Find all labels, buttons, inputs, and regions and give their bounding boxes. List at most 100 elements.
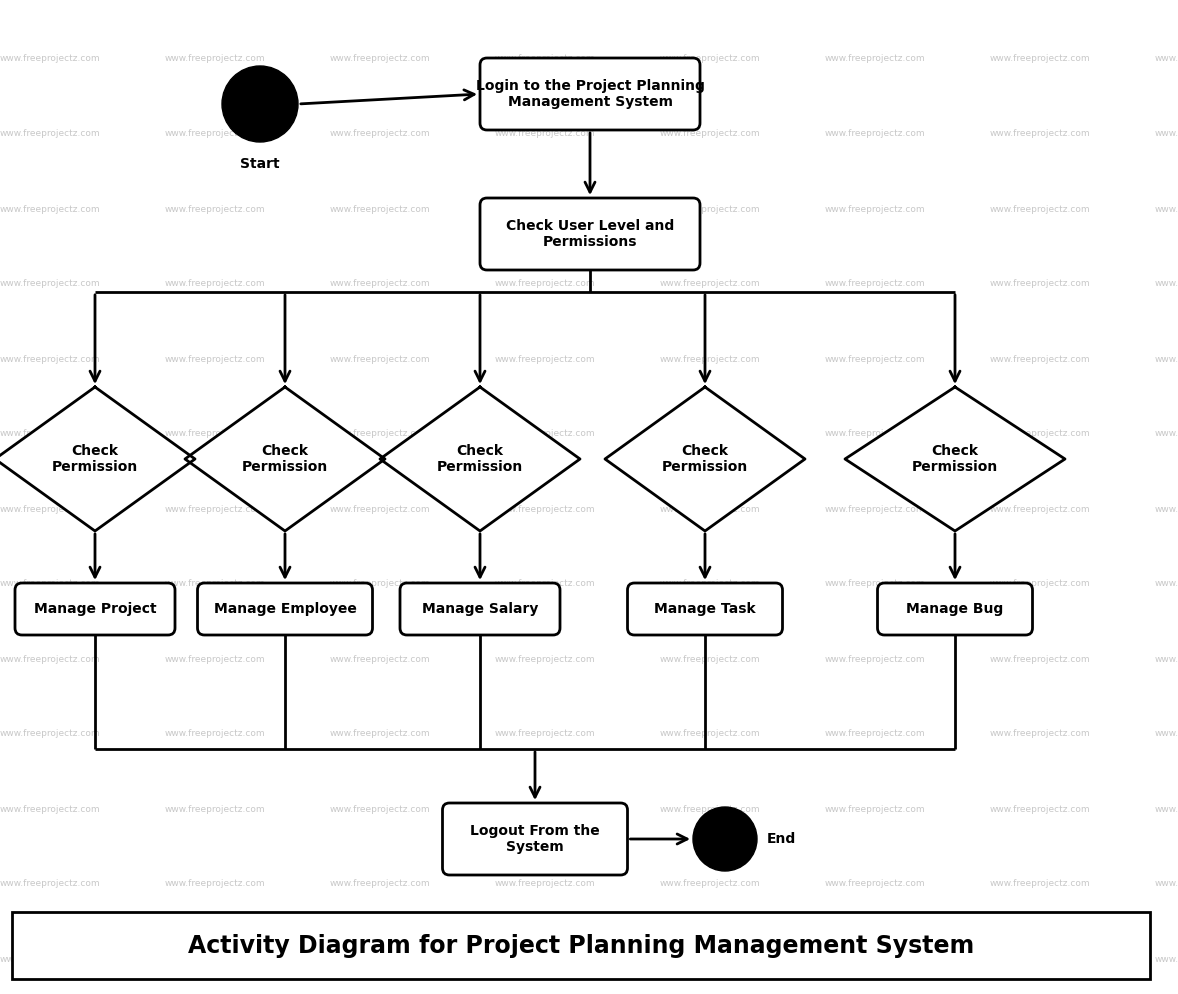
- Text: Manage Project: Manage Project: [34, 602, 157, 616]
- Text: www.freeprojectz.com: www.freeprojectz.com: [990, 580, 1091, 588]
- Text: www.freeprojectz.com: www.freeprojectz.com: [495, 654, 596, 664]
- Text: www.freeprojectz.com: www.freeprojectz.com: [165, 804, 265, 813]
- Text: www.freeprojectz.com: www.freeprojectz.com: [990, 880, 1091, 889]
- Text: www.freeprojectz.com: www.freeprojectz.com: [0, 205, 100, 214]
- Text: www.freeprojectz.com: www.freeprojectz.com: [990, 730, 1091, 739]
- Text: www.freeprojectz.com: www.freeprojectz.com: [165, 580, 265, 588]
- Text: www.freeprojectz.com: www.freeprojectz.com: [0, 355, 100, 364]
- Text: www.freeprojectz.com: www.freeprojectz.com: [825, 55, 926, 64]
- Text: www.freeprojectz.com: www.freeprojectz.com: [0, 429, 100, 438]
- Text: www.freeprojectz.com: www.freeprojectz.com: [825, 355, 926, 364]
- Text: www.freeprojectz.com: www.freeprojectz.com: [165, 205, 265, 214]
- Text: www.freeprojectz.com: www.freeprojectz.com: [990, 429, 1091, 438]
- Text: www.freeprojectz.com: www.freeprojectz.com: [165, 55, 265, 64]
- Text: www.freeprojectz.com: www.freeprojectz.com: [165, 355, 265, 364]
- Text: End: End: [767, 832, 796, 846]
- Text: www.freeprojectz.com: www.freeprojectz.com: [330, 954, 431, 963]
- Text: www.freeprojectz.com: www.freeprojectz.com: [495, 355, 596, 364]
- Text: www.freeprojectz.com: www.freeprojectz.com: [495, 880, 596, 889]
- Text: www.freeprojectz.com: www.freeprojectz.com: [330, 355, 431, 364]
- Text: www.freeprojectz.com: www.freeprojectz.com: [495, 279, 596, 288]
- Text: Login to the Project Planning
Management System: Login to the Project Planning Management…: [476, 79, 704, 109]
- Text: www.freeprojectz.com: www.freeprojectz.com: [0, 654, 100, 664]
- Text: www.freeprojectz.com: www.freeprojectz.com: [825, 580, 926, 588]
- Text: www.freeprojectz.com: www.freeprojectz.com: [990, 355, 1091, 364]
- Text: www.freeprojectz.com: www.freeprojectz.com: [1154, 279, 1178, 288]
- Text: www.freeprojectz.com: www.freeprojectz.com: [990, 279, 1091, 288]
- Polygon shape: [380, 387, 580, 531]
- Text: Logout From the
System: Logout From the System: [470, 824, 600, 854]
- FancyBboxPatch shape: [443, 803, 628, 875]
- Text: www.freeprojectz.com: www.freeprojectz.com: [330, 505, 431, 514]
- Text: www.freeprojectz.com: www.freeprojectz.com: [495, 429, 596, 438]
- Text: www.freeprojectz.com: www.freeprojectz.com: [330, 880, 431, 889]
- Text: www.freeprojectz.com: www.freeprojectz.com: [825, 205, 926, 214]
- Text: www.freeprojectz.com: www.freeprojectz.com: [330, 429, 431, 438]
- Text: www.freeprojectz.com: www.freeprojectz.com: [0, 129, 100, 138]
- Text: www.freeprojectz.com: www.freeprojectz.com: [1154, 129, 1178, 138]
- FancyBboxPatch shape: [479, 58, 700, 130]
- Text: www.freeprojectz.com: www.freeprojectz.com: [495, 580, 596, 588]
- Text: www.freeprojectz.com: www.freeprojectz.com: [1154, 505, 1178, 514]
- Text: www.freeprojectz.com: www.freeprojectz.com: [0, 880, 100, 889]
- Text: www.freeprojectz.com: www.freeprojectz.com: [660, 55, 761, 64]
- Text: www.freeprojectz.com: www.freeprojectz.com: [660, 355, 761, 364]
- Text: Activity Diagram for Project Planning Management System: Activity Diagram for Project Planning Ma…: [187, 933, 974, 957]
- Text: www.freeprojectz.com: www.freeprojectz.com: [1154, 654, 1178, 664]
- Text: www.freeprojectz.com: www.freeprojectz.com: [495, 55, 596, 64]
- Text: www.freeprojectz.com: www.freeprojectz.com: [1154, 954, 1178, 963]
- FancyBboxPatch shape: [12, 912, 1150, 979]
- Text: www.freeprojectz.com: www.freeprojectz.com: [165, 730, 265, 739]
- Text: Check
Permission: Check Permission: [52, 444, 138, 474]
- Text: www.freeprojectz.com: www.freeprojectz.com: [990, 804, 1091, 813]
- Circle shape: [693, 807, 757, 871]
- Text: www.freeprojectz.com: www.freeprojectz.com: [495, 804, 596, 813]
- Text: www.freeprojectz.com: www.freeprojectz.com: [1154, 804, 1178, 813]
- Text: www.freeprojectz.com: www.freeprojectz.com: [0, 580, 100, 588]
- Text: www.freeprojectz.com: www.freeprojectz.com: [660, 880, 761, 889]
- Text: www.freeprojectz.com: www.freeprojectz.com: [330, 205, 431, 214]
- Text: www.freeprojectz.com: www.freeprojectz.com: [330, 654, 431, 664]
- Text: Check
Permission: Check Permission: [241, 444, 329, 474]
- Text: www.freeprojectz.com: www.freeprojectz.com: [165, 880, 265, 889]
- Polygon shape: [185, 387, 385, 531]
- Text: www.freeprojectz.com: www.freeprojectz.com: [825, 129, 926, 138]
- Text: www.freeprojectz.com: www.freeprojectz.com: [660, 505, 761, 514]
- Text: www.freeprojectz.com: www.freeprojectz.com: [660, 129, 761, 138]
- Text: www.freeprojectz.com: www.freeprojectz.com: [825, 279, 926, 288]
- Text: www.freeprojectz.com: www.freeprojectz.com: [495, 129, 596, 138]
- Text: www.freeprojectz.com: www.freeprojectz.com: [330, 279, 431, 288]
- Text: www.freeprojectz.com: www.freeprojectz.com: [330, 804, 431, 813]
- Text: www.freeprojectz.com: www.freeprojectz.com: [990, 654, 1091, 664]
- Text: www.freeprojectz.com: www.freeprojectz.com: [825, 880, 926, 889]
- Text: www.freeprojectz.com: www.freeprojectz.com: [165, 129, 265, 138]
- Text: Check
Permission: Check Permission: [662, 444, 748, 474]
- Text: www.freeprojectz.com: www.freeprojectz.com: [165, 654, 265, 664]
- Text: www.freeprojectz.com: www.freeprojectz.com: [990, 954, 1091, 963]
- Text: www.freeprojectz.com: www.freeprojectz.com: [825, 730, 926, 739]
- Text: www.freeprojectz.com: www.freeprojectz.com: [990, 205, 1091, 214]
- Text: www.freeprojectz.com: www.freeprojectz.com: [0, 279, 100, 288]
- Text: Manage Task: Manage Task: [654, 602, 756, 616]
- Text: www.freeprojectz.com: www.freeprojectz.com: [825, 804, 926, 813]
- Text: Manage Employee: Manage Employee: [213, 602, 357, 616]
- FancyBboxPatch shape: [878, 583, 1032, 635]
- Text: www.freeprojectz.com: www.freeprojectz.com: [660, 580, 761, 588]
- Text: www.freeprojectz.com: www.freeprojectz.com: [1154, 730, 1178, 739]
- Text: www.freeprojectz.com: www.freeprojectz.com: [990, 505, 1091, 514]
- Text: www.freeprojectz.com: www.freeprojectz.com: [0, 954, 100, 963]
- Text: www.freeprojectz.com: www.freeprojectz.com: [660, 954, 761, 963]
- Text: www.freeprojectz.com: www.freeprojectz.com: [0, 730, 100, 739]
- Text: www.freeprojectz.com: www.freeprojectz.com: [495, 505, 596, 514]
- Text: Check
Permission: Check Permission: [912, 444, 998, 474]
- Text: www.freeprojectz.com: www.freeprojectz.com: [165, 505, 265, 514]
- Text: www.freeprojectz.com: www.freeprojectz.com: [660, 205, 761, 214]
- Text: www.freeprojectz.com: www.freeprojectz.com: [495, 954, 596, 963]
- Polygon shape: [0, 387, 196, 531]
- Text: Start: Start: [240, 157, 280, 171]
- Text: www.freeprojectz.com: www.freeprojectz.com: [825, 654, 926, 664]
- Text: www.freeprojectz.com: www.freeprojectz.com: [825, 505, 926, 514]
- Text: www.freeprojectz.com: www.freeprojectz.com: [1154, 580, 1178, 588]
- Polygon shape: [845, 387, 1065, 531]
- Text: www.freeprojectz.com: www.freeprojectz.com: [165, 429, 265, 438]
